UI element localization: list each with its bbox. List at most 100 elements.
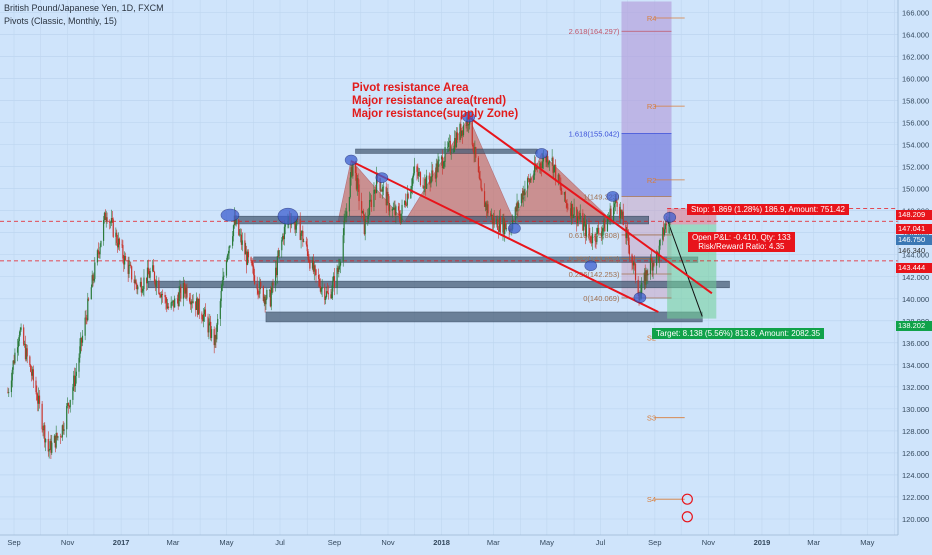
symbol-title: British Pound/Japanese Yen, 1D, FXCM	[4, 3, 164, 13]
candle-body	[303, 241, 305, 242]
candle-body	[332, 276, 335, 281]
swing-marker	[508, 223, 521, 234]
candle-body	[498, 217, 501, 232]
candle-body	[613, 203, 616, 208]
candle-body	[167, 306, 169, 309]
candle-body	[505, 222, 507, 230]
candle-body	[595, 240, 597, 242]
candle-body	[590, 236, 592, 243]
candle-body	[503, 217, 505, 234]
candle-body	[281, 240, 283, 251]
candle-body	[104, 212, 106, 221]
candle-body	[351, 167, 353, 176]
candle-body	[98, 252, 100, 255]
candle-body	[368, 200, 371, 215]
candle-body	[653, 262, 655, 266]
candle-body	[363, 214, 365, 235]
candle-body	[418, 172, 420, 176]
candle-body	[202, 319, 204, 322]
candle-body	[398, 210, 401, 219]
candle-body	[13, 360, 15, 364]
candle-body	[637, 279, 639, 295]
candle-body	[460, 124, 462, 137]
time-tick-label: 2019	[754, 538, 771, 547]
candle-body	[485, 202, 487, 211]
candle-body	[164, 295, 166, 298]
candle-body	[139, 281, 142, 287]
candle-body	[204, 309, 207, 317]
candle-body	[528, 179, 530, 182]
candle-body	[422, 185, 424, 188]
candle-body	[484, 202, 487, 207]
candle-body	[189, 301, 192, 305]
candle-body	[523, 190, 525, 196]
candle-body	[124, 255, 126, 265]
candle-body	[477, 157, 480, 173]
candle-body	[539, 163, 541, 170]
candle-body	[491, 214, 494, 224]
candle-body	[130, 264, 132, 267]
candle-body	[448, 140, 451, 143]
candle-body	[66, 406, 68, 430]
candle-body	[305, 241, 307, 245]
candle-body	[553, 165, 555, 173]
candle-body	[196, 298, 199, 315]
price-tick-label: 136.000	[902, 339, 929, 348]
candle-body	[631, 254, 633, 263]
candle-body	[557, 174, 559, 180]
candle-body	[111, 218, 113, 220]
level-label: S4	[647, 495, 656, 504]
candle-body	[601, 231, 603, 237]
candle-body	[331, 291, 333, 298]
target-label[interactable]: Target: 8.138 (5.56%) 813.8, Amount: 208…	[652, 328, 825, 339]
candle-body	[456, 132, 458, 140]
candle-body	[247, 251, 250, 258]
candle-body	[632, 262, 634, 266]
time-tick-label: Mar	[166, 538, 179, 547]
price-tick-label: 164.000	[902, 31, 929, 40]
candle-body	[110, 222, 112, 224]
candle-body	[210, 321, 212, 338]
candle-body	[174, 298, 176, 308]
zone-4	[265, 311, 703, 323]
candle-body	[668, 225, 670, 226]
candle-body	[560, 184, 562, 192]
candle-body	[394, 207, 396, 215]
candle-body	[450, 152, 452, 154]
candle-body	[487, 204, 489, 214]
swing-marker	[462, 111, 476, 123]
price-tick-label: 158.000	[902, 97, 929, 106]
candle-body	[628, 245, 630, 255]
open-pnl-label[interactable]: Open P&L: -0.410, Qty: 133 Risk/Reward R…	[688, 232, 795, 252]
candle-body	[379, 178, 381, 191]
stop-label[interactable]: Stop: 1.869 (1.28%) 186.9, Amount: 751.4…	[687, 204, 849, 215]
candle-body	[259, 282, 261, 294]
candle-body	[649, 257, 652, 275]
candle-body	[609, 208, 611, 218]
candle-body	[455, 132, 458, 147]
candle-body	[342, 235, 344, 262]
candle-body	[260, 282, 262, 287]
level-label: S3	[647, 414, 656, 423]
candle-body	[518, 203, 520, 208]
candle-body	[370, 199, 372, 208]
candle-body	[50, 441, 52, 453]
candle-body	[569, 208, 572, 217]
candle-body	[196, 298, 198, 310]
swing-marker	[606, 191, 620, 202]
candle-body	[604, 219, 606, 232]
candle-body	[325, 291, 328, 298]
candle-body	[555, 164, 557, 180]
price-tick-label: 152.000	[902, 163, 929, 172]
candle-body	[227, 253, 229, 256]
time-tick-label: Jul	[596, 538, 606, 547]
candle-body	[283, 226, 286, 240]
zone-2	[253, 256, 699, 263]
candle-body	[382, 186, 384, 192]
candle-body	[388, 196, 390, 211]
candle-body	[566, 202, 568, 208]
candle-body	[177, 298, 179, 307]
time-tick-label: Mar	[807, 538, 820, 547]
